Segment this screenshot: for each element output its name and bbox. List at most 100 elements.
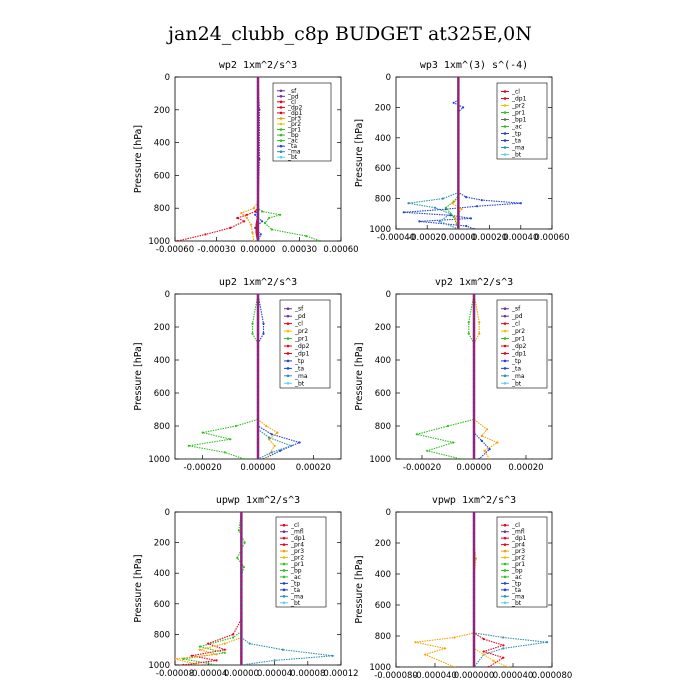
series-point bbox=[496, 441, 499, 444]
legend-label: _pr1 bbox=[511, 110, 525, 117]
legend-label: _pr3 bbox=[511, 548, 525, 555]
y-tick-label: 0 bbox=[386, 508, 391, 518]
series-line-pr1 bbox=[416, 294, 475, 459]
series-point bbox=[433, 206, 437, 209]
y-tick-label: 0 bbox=[386, 73, 391, 83]
series-point bbox=[229, 438, 232, 441]
series-point bbox=[261, 210, 264, 213]
legend-marker bbox=[279, 100, 283, 104]
legend-marker bbox=[282, 543, 286, 546]
legend-marker bbox=[286, 307, 290, 311]
series-point bbox=[454, 217, 457, 220]
legend-marker bbox=[279, 139, 283, 142]
y-axis-label: Pressure [hPa] bbox=[354, 555, 365, 623]
legend: _sf_pd_cl_pr2_pr1_dp2_dp1_tp_ta_ma_bt bbox=[279, 299, 331, 389]
legend-label: _ta bbox=[287, 143, 297, 150]
series-point bbox=[472, 227, 476, 229]
series-point bbox=[276, 431, 279, 434]
legend-marker bbox=[279, 117, 283, 120]
series-point bbox=[251, 332, 254, 335]
series-point bbox=[252, 207, 255, 210]
chart-panel-3: up2 1xm^2/s^3 0 200 400 600 800 1000 -0.00020 0.… bbox=[133, 277, 342, 473]
legend-marker bbox=[503, 582, 507, 585]
series-point bbox=[236, 556, 239, 560]
legend-marker bbox=[503, 97, 507, 100]
legend-label: _pr3 bbox=[290, 548, 304, 555]
legend-marker bbox=[503, 322, 507, 325]
y-axis-label: Pressure [hPa] bbox=[354, 119, 365, 187]
x-tick-label: 0.00000 bbox=[240, 463, 275, 473]
legend-label: _ta bbox=[511, 587, 521, 594]
y-tick-label: 1000 bbox=[148, 661, 170, 671]
y-tick-label: 1000 bbox=[369, 663, 391, 673]
series-point bbox=[478, 321, 481, 324]
legend-marker bbox=[282, 595, 286, 598]
legend-box bbox=[496, 299, 548, 389]
legend-marker bbox=[279, 111, 283, 115]
legend-label: _pr1 bbox=[511, 561, 525, 568]
series-point bbox=[232, 633, 235, 636]
series-point bbox=[254, 210, 257, 213]
series-point bbox=[229, 226, 232, 229]
legend-label: _dp1 bbox=[511, 96, 527, 103]
series-point bbox=[452, 215, 455, 218]
legend-marker bbox=[503, 367, 507, 370]
series-point bbox=[273, 659, 276, 662]
series-point bbox=[268, 438, 271, 441]
series-line-pr3 bbox=[240, 77, 259, 241]
legend-label: _cl bbox=[290, 522, 299, 529]
series-point bbox=[198, 663, 201, 665]
legend-marker bbox=[503, 314, 507, 318]
x-tick-label: 0.00060 bbox=[323, 245, 358, 255]
legend-label: _pr1 bbox=[290, 561, 304, 568]
series-line-ta bbox=[473, 294, 491, 459]
series-point bbox=[268, 216, 271, 220]
series-point bbox=[236, 216, 239, 220]
legend-marker bbox=[503, 153, 507, 156]
legend-label: _pr2 bbox=[290, 555, 304, 562]
x-tick-label: -0.00004 bbox=[189, 669, 227, 679]
panel-title: wp2 1xm^2/s^3 bbox=[219, 60, 297, 71]
series-point bbox=[478, 457, 481, 459]
y-tick-label: 400 bbox=[154, 569, 170, 579]
legend-marker bbox=[286, 359, 290, 363]
series-point bbox=[237, 529, 240, 532]
x-tick-label: 0.000000 bbox=[454, 671, 495, 681]
legend-marker bbox=[282, 536, 286, 540]
series-point bbox=[215, 663, 218, 665]
y-tick-label: 200 bbox=[154, 323, 170, 333]
legend-marker bbox=[282, 562, 286, 566]
x-tick-label: -0.00020 bbox=[408, 233, 446, 243]
y-tick-label: 1000 bbox=[369, 455, 391, 465]
series-point bbox=[480, 434, 483, 437]
legend-label: _tp bbox=[511, 580, 521, 587]
legend-label: _pr2 bbox=[511, 555, 525, 562]
legend-label: _dp2 bbox=[511, 343, 527, 350]
series-point bbox=[273, 444, 276, 447]
series-point bbox=[263, 221, 266, 225]
y-tick-label: 200 bbox=[375, 323, 391, 333]
plot-frame bbox=[174, 511, 342, 666]
legend-label: _bt bbox=[511, 380, 522, 387]
legend-label: _bt bbox=[290, 600, 301, 607]
legend-label: _ac bbox=[511, 574, 522, 581]
legend-marker bbox=[503, 337, 507, 340]
series-point bbox=[453, 636, 456, 639]
x-tick-label: -0.00060 bbox=[156, 245, 194, 255]
y-tick-label: 400 bbox=[375, 356, 391, 366]
legend-label: _bp bbox=[290, 567, 302, 574]
series-point bbox=[485, 428, 489, 431]
series-point bbox=[268, 436, 271, 439]
y-tick-label: 0 bbox=[386, 290, 391, 300]
legend-label: _pr2 bbox=[294, 328, 308, 335]
legend-marker bbox=[503, 374, 507, 378]
x-tick-label: 0.00020 bbox=[296, 463, 331, 473]
series-point bbox=[198, 645, 201, 648]
legend-marker bbox=[286, 344, 290, 348]
series-point bbox=[507, 665, 510, 667]
x-tick-label: -0.00020 bbox=[184, 463, 222, 473]
legend-label: _pr2 bbox=[511, 328, 525, 335]
series-point bbox=[331, 654, 334, 657]
series-point bbox=[465, 224, 468, 228]
y-tick-label: 0 bbox=[165, 73, 170, 83]
